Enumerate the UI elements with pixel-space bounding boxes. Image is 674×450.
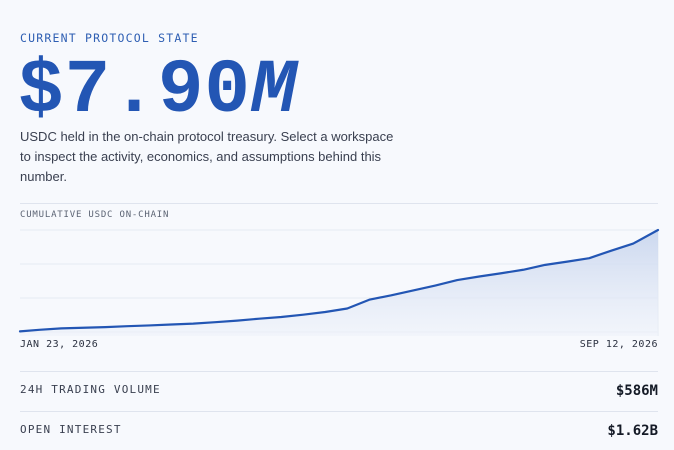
x-axis-end-label: SEP 12, 2026 xyxy=(579,339,658,350)
x-axis-start-label: JAN 23, 2026 xyxy=(20,339,99,350)
cumulative-usdc-chart xyxy=(18,228,660,336)
treasury-value-suffix: M xyxy=(251,48,298,134)
data-point xyxy=(566,260,568,262)
data-point xyxy=(657,229,659,231)
divider xyxy=(20,203,658,204)
data-point xyxy=(478,275,480,277)
treasury-value-amount: $7.90 xyxy=(18,48,252,134)
data-point xyxy=(258,318,260,320)
divider xyxy=(20,411,658,412)
data-point xyxy=(610,249,612,251)
data-point xyxy=(632,242,634,244)
data-point xyxy=(38,329,40,331)
data-point xyxy=(148,324,150,326)
data-point xyxy=(302,313,304,315)
chart-title: CUMULATIVE USDC ON-CHAIN xyxy=(20,210,170,220)
data-point xyxy=(522,269,524,271)
open-interest-label: OPEN INTEREST xyxy=(20,423,122,436)
data-point xyxy=(236,319,238,321)
data-point xyxy=(390,294,392,296)
section-eyebrow: CURRENT PROTOCOL STATE xyxy=(20,31,199,45)
data-point xyxy=(500,272,502,274)
data-point xyxy=(19,330,21,332)
data-point xyxy=(544,264,546,266)
series-line xyxy=(18,228,660,333)
data-point xyxy=(346,307,348,309)
data-point xyxy=(368,299,370,301)
data-point xyxy=(192,322,194,324)
data-point xyxy=(104,326,106,328)
data-point xyxy=(214,321,216,323)
data-point xyxy=(434,284,436,286)
data-point xyxy=(412,289,414,291)
open-interest-value: $1.62B xyxy=(607,423,658,439)
divider xyxy=(20,371,658,372)
data-point xyxy=(60,327,62,329)
data-point xyxy=(170,323,172,325)
data-point xyxy=(126,325,128,327)
data-point xyxy=(588,257,590,259)
trading-volume-value: $586M xyxy=(615,383,658,399)
data-point xyxy=(280,316,282,318)
data-point xyxy=(456,279,458,281)
data-point xyxy=(324,311,326,313)
treasury-description: USDC held in the on-chain protocol treas… xyxy=(20,129,394,184)
treasury-total-value: $7.90M xyxy=(18,48,298,134)
series-area xyxy=(20,230,658,336)
data-point xyxy=(82,327,84,329)
trading-volume-label: 24H TRADING VOLUME xyxy=(20,383,161,396)
